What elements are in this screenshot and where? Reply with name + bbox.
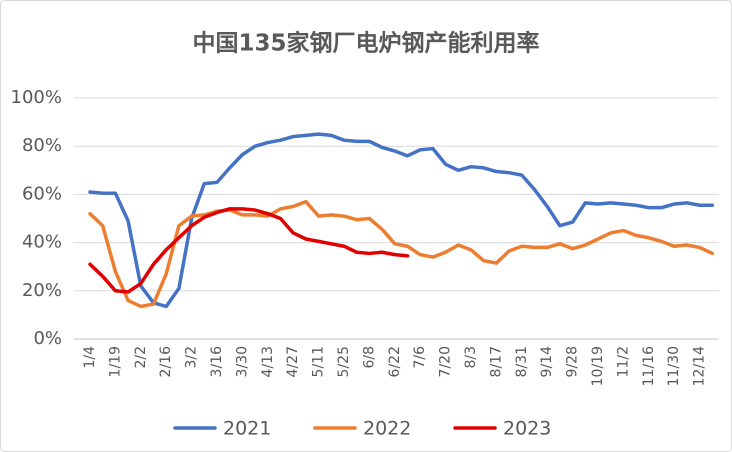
x-tick-label: 11/30 (666, 346, 682, 386)
y-tick-label: 80% (22, 135, 62, 156)
legend-label: 2022 (363, 418, 411, 440)
x-tick-label: 7/20 (438, 346, 454, 377)
x-tick-label: 8/3 (463, 346, 479, 369)
x-tick-label: 8/17 (488, 346, 504, 377)
series-line (88, 132, 715, 309)
x-tick-label: 12/14 (692, 346, 708, 386)
x-tick-label: 2/16 (158, 346, 174, 378)
y-tick-label: 0% (33, 328, 62, 349)
x-tick-label: 6/22 (387, 346, 403, 377)
x-tick-label: 9/28 (565, 346, 581, 377)
x-tick-label: 11/16 (641, 346, 657, 386)
series-line (88, 207, 410, 294)
x-tick-label: 2/2 (133, 346, 149, 369)
x-tick-label: 4/27 (285, 346, 301, 377)
x-tick-label: 4/13 (260, 346, 276, 377)
x-tick-label: 9/14 (539, 346, 555, 378)
x-tick-label: 11/2 (615, 346, 631, 377)
y-tick-label: 60% (22, 183, 62, 204)
x-tick-label: 1/4 (82, 346, 98, 369)
x-tick-label: 7/6 (412, 346, 428, 369)
x-tick-label: 6/8 (361, 346, 377, 369)
series-line (88, 199, 715, 309)
chart-title: 中国135家钢厂电炉钢产能利用率 (192, 30, 539, 57)
x-tick-label: 8/31 (514, 346, 530, 377)
y-tick-label: 20% (22, 280, 62, 301)
y-tick-label: 100% (11, 87, 62, 108)
x-tick-label: 1/19 (107, 346, 123, 377)
x-tick-label: 5/11 (311, 346, 327, 377)
legend-label: 2021 (223, 418, 271, 440)
y-tick-label: 40% (22, 232, 62, 253)
x-tick-label: 3/16 (209, 346, 225, 378)
x-tick-label: 3/2 (184, 346, 200, 369)
x-tick-label: 10/19 (590, 346, 606, 386)
legend-label: 2023 (503, 418, 551, 440)
x-tick-label: 3/30 (234, 346, 250, 377)
x-tick-label: 5/25 (336, 346, 352, 377)
